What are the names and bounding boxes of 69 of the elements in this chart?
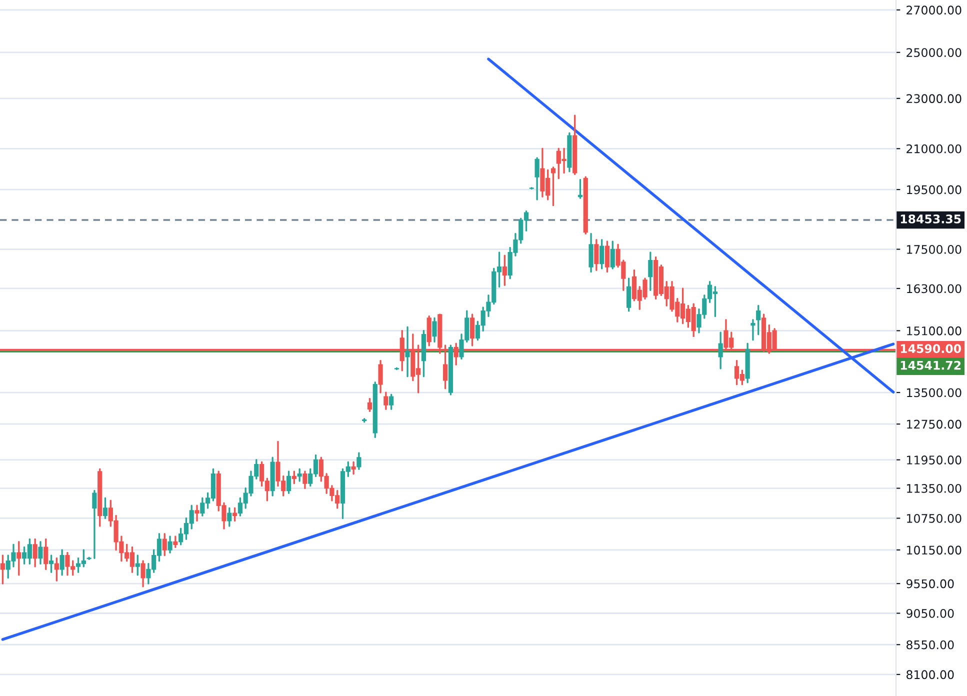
y-tick-label: 19500.00 — [907, 185, 962, 194]
candlestick — [173, 536, 178, 548]
ref-line-label: 14590.00 — [900, 344, 962, 354]
candlestick — [378, 360, 383, 394]
y-tick-label: 17500.00 — [907, 244, 962, 254]
candlestick — [351, 461, 356, 475]
candlestick — [292, 470, 296, 484]
candlestick — [610, 240, 615, 270]
ref-line-label: 14541.72 — [900, 360, 961, 370]
candlestick — [367, 398, 372, 412]
candlestick — [162, 533, 167, 556]
candlestick — [470, 314, 475, 346]
candlestick — [297, 468, 302, 482]
candlestick — [135, 554, 140, 576]
candlestick — [756, 304, 761, 336]
candlestick — [60, 549, 64, 576]
candlestick — [48, 554, 54, 573]
candlestick — [405, 326, 410, 378]
y-tick-label: 8100.00 — [906, 670, 954, 680]
candlestick — [227, 507, 232, 527]
candlestick — [594, 239, 599, 271]
candlestick — [232, 507, 238, 522]
y-tick-label: 23000.00 — [906, 94, 962, 104]
candlestick — [168, 536, 172, 554]
candlestick — [426, 315, 432, 346]
y-tick-label: 11950.00 — [907, 456, 962, 464]
y-tick-label: 27000.00 — [906, 6, 962, 15]
y-tick-label: 10750.00 — [907, 514, 962, 523]
candlestick — [44, 538, 48, 570]
candlestick — [648, 252, 653, 292]
candlestick — [534, 157, 540, 200]
candlestick — [356, 452, 362, 470]
candlestick — [140, 560, 146, 588]
candlestick — [502, 254, 507, 286]
ref-line-label: 18453.35 — [900, 214, 961, 224]
candlestick — [0, 554, 6, 584]
candlestick — [550, 166, 556, 206]
y-tick-label: 9550.00 — [906, 579, 954, 588]
candlestick — [38, 541, 43, 565]
y-tick-label: 8550.00 — [906, 640, 954, 650]
candlestick — [578, 178, 583, 199]
candlestick — [432, 317, 437, 343]
candlestick — [194, 504, 200, 522]
candlestick — [102, 497, 108, 520]
candlestick — [16, 541, 22, 576]
candlestick — [54, 557, 59, 582]
y-tick-label: 25000.00 — [906, 48, 962, 58]
y-tick-label: 10150.00 — [907, 546, 962, 555]
y-tick-label: 9050.00 — [906, 608, 954, 618]
candlestick — [302, 470, 308, 490]
candlestick — [362, 418, 367, 423]
candlestick — [588, 232, 594, 273]
y-tick-label: 12750.00 — [907, 420, 962, 429]
y-tick-label: 13500.00 — [907, 388, 962, 398]
candlestick — [600, 239, 604, 270]
candlestick — [92, 490, 97, 559]
y-tick-label: 15100.00 — [907, 326, 962, 336]
candlestick — [286, 470, 292, 494]
candlestick — [32, 538, 38, 568]
y-tick-label: 16300.00 — [907, 284, 962, 294]
y-tick-label: 21000.00 — [906, 144, 962, 154]
candlestick — [529, 187, 534, 190]
candlestick — [389, 394, 394, 410]
candlestick — [604, 240, 610, 273]
y-tick-label: 11350.00 — [907, 484, 962, 493]
candlestick — [750, 318, 756, 341]
candlestick — [718, 332, 723, 370]
candlestick — [626, 278, 632, 312]
candlestick — [384, 392, 388, 410]
